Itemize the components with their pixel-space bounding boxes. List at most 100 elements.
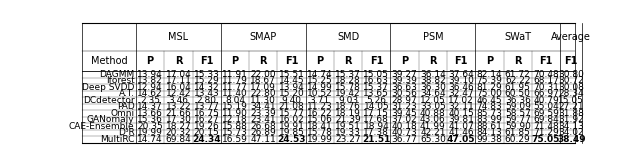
Text: 74.83: 74.83: [477, 102, 502, 111]
Text: 14.32: 14.32: [194, 83, 220, 92]
Text: 17.04: 17.04: [166, 70, 191, 79]
Text: 34.13: 34.13: [559, 122, 584, 131]
Text: 32.47: 32.47: [449, 89, 474, 98]
Text: P: P: [232, 56, 239, 66]
Text: 17.15: 17.15: [364, 109, 389, 118]
Text: 31.23: 31.23: [392, 102, 417, 111]
Text: 26.89: 26.89: [250, 128, 276, 137]
Text: 12.42: 12.42: [166, 89, 191, 98]
Text: 18.19: 18.19: [335, 109, 361, 118]
Text: 47.05: 47.05: [447, 135, 476, 144]
Text: GANomaly: GANomaly: [87, 115, 134, 124]
Text: 59.90: 59.90: [505, 122, 531, 131]
Text: 70.31: 70.31: [533, 83, 559, 92]
Text: 19.51: 19.51: [335, 122, 361, 131]
Text: 15.51: 15.51: [278, 70, 305, 79]
Text: 17.38: 17.38: [364, 128, 389, 137]
Text: 47.11: 47.11: [250, 135, 276, 144]
Text: 36.30: 36.30: [420, 83, 446, 92]
Text: F1: F1: [285, 56, 298, 66]
Text: DCdetector: DCdetector: [83, 96, 134, 105]
Text: 46.45: 46.45: [477, 96, 502, 105]
Text: F1: F1: [370, 56, 383, 66]
Text: F1: F1: [564, 56, 578, 66]
Text: Deep SVDD: Deep SVDD: [82, 83, 134, 92]
Text: 26.68: 26.68: [250, 122, 276, 131]
Text: 16.27: 16.27: [194, 115, 220, 124]
Text: R: R: [429, 56, 436, 66]
Text: P: P: [401, 56, 408, 66]
Text: Omni: Omni: [111, 109, 134, 118]
Text: 9.03: 9.03: [338, 96, 358, 105]
Text: 15.33: 15.33: [194, 70, 220, 79]
Text: SWaT: SWaT: [504, 32, 531, 42]
Text: 39.27: 39.27: [392, 70, 417, 79]
Text: 13.66: 13.66: [137, 109, 163, 118]
Text: 17.09: 17.09: [250, 83, 276, 92]
Text: 2.80: 2.80: [196, 96, 217, 105]
Text: 66.97: 66.97: [533, 89, 559, 98]
Text: 70.48: 70.48: [533, 70, 559, 79]
Text: 40.88: 40.88: [420, 109, 446, 118]
Text: 3.71: 3.71: [310, 96, 330, 105]
Text: Iforest: Iforest: [106, 76, 134, 85]
Text: 30.72: 30.72: [559, 76, 584, 85]
Text: 14.37: 14.37: [138, 102, 163, 111]
Text: 22.00: 22.00: [250, 70, 276, 79]
Text: 24.53: 24.53: [277, 135, 306, 144]
Text: 24.34: 24.34: [193, 135, 221, 144]
Text: 11.23: 11.23: [307, 102, 333, 111]
Text: 23.39: 23.39: [250, 109, 276, 118]
Text: 14.45: 14.45: [279, 76, 305, 85]
Text: 32.11: 32.11: [448, 102, 474, 111]
Text: 18.67: 18.67: [250, 76, 276, 85]
Text: Method: Method: [91, 56, 127, 66]
Text: 9.40: 9.40: [282, 96, 301, 105]
Text: D³R: D³R: [118, 128, 134, 137]
Text: 12.94: 12.94: [138, 83, 163, 92]
Text: P: P: [147, 56, 154, 66]
Text: 14.62: 14.62: [138, 89, 163, 98]
Text: 30.80: 30.80: [558, 70, 584, 79]
Text: F1: F1: [200, 56, 213, 66]
Text: 39.81: 39.81: [448, 115, 474, 124]
Text: 11.40: 11.40: [222, 89, 248, 98]
Text: A.T.: A.T.: [118, 89, 134, 98]
Text: 18.27: 18.27: [166, 122, 191, 131]
Text: 13.65: 13.65: [364, 89, 389, 98]
Text: 17.02: 17.02: [448, 96, 474, 105]
Text: 19.99: 19.99: [307, 135, 333, 144]
Text: 13.94: 13.94: [278, 83, 305, 92]
Text: 23.41: 23.41: [250, 115, 276, 124]
Text: 37.02: 37.02: [392, 115, 417, 124]
Text: F1: F1: [540, 56, 553, 66]
Text: 34.02: 34.02: [559, 128, 584, 137]
Text: 69.84: 69.84: [533, 115, 559, 124]
Text: 39.10: 39.10: [448, 76, 474, 85]
Text: Average: Average: [551, 32, 591, 42]
Text: 37.64: 37.64: [448, 70, 474, 79]
Text: 36.36: 36.36: [505, 96, 531, 105]
Text: 11.77: 11.77: [222, 83, 248, 92]
Text: 30.56: 30.56: [392, 89, 417, 98]
Text: MSL: MSL: [168, 32, 189, 42]
Text: 27.21: 27.21: [559, 102, 584, 111]
Text: 34.41: 34.41: [250, 102, 276, 111]
Text: 13.77: 13.77: [194, 102, 220, 111]
Text: 40.79: 40.79: [533, 96, 559, 105]
Text: 59.09: 59.09: [505, 102, 531, 111]
Text: 38.49: 38.49: [557, 135, 586, 144]
Text: SMAP: SMAP: [250, 32, 277, 42]
Text: 40.15: 40.15: [448, 109, 474, 118]
Text: 36.14: 36.14: [420, 70, 446, 79]
Text: 15.36: 15.36: [137, 115, 163, 124]
Text: 18.41: 18.41: [307, 122, 333, 131]
Text: 61.95: 61.95: [505, 83, 531, 92]
Text: 16.02: 16.02: [278, 115, 305, 124]
Text: 21.51: 21.51: [362, 135, 390, 144]
Text: 20.35: 20.35: [138, 122, 163, 131]
Text: 41.99: 41.99: [420, 122, 446, 131]
Text: 42.21: 42.21: [420, 128, 445, 137]
Text: 11.30: 11.30: [250, 96, 276, 105]
Text: 16.63: 16.63: [364, 76, 389, 85]
